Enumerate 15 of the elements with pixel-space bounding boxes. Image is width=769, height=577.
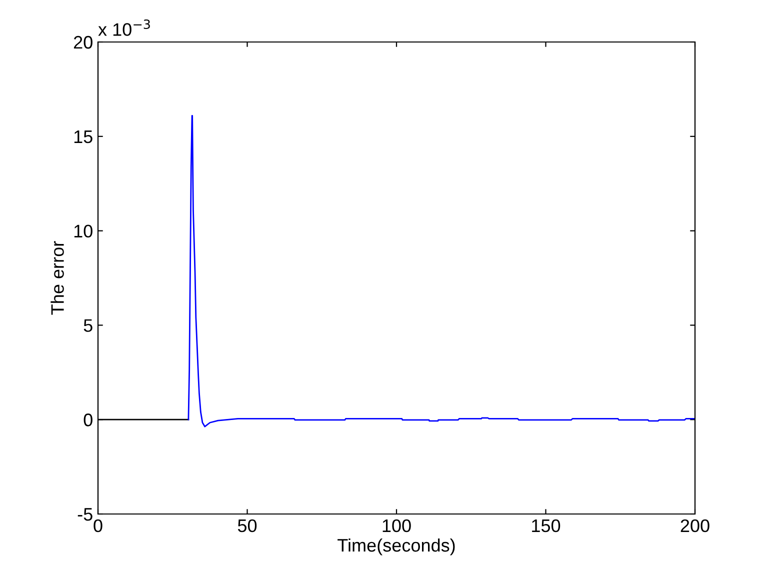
x-tick-label: 100 [382, 519, 411, 532]
line-series [188, 114, 695, 428]
y-tick-label: 15 [74, 130, 92, 144]
text: x 10$^{−3}$ [98, 19, 150, 36]
y-tick-label: 20 [74, 36, 92, 49]
x-tick-label: 50 [238, 519, 257, 532]
y-tick-label: 5 [84, 319, 92, 332]
y-axis-title: The error [50, 241, 64, 315]
x-tick-label: 150 [532, 519, 560, 532]
x-axis-title: Time(seconds) [338, 538, 455, 556]
y-tick-label: -5 [78, 508, 92, 521]
y-tick-label: 10 [74, 224, 92, 238]
y-tick-label: 0 [84, 414, 92, 426]
x-tick-label: 200 [680, 519, 710, 532]
x-tick-label: 0 [94, 519, 102, 532]
